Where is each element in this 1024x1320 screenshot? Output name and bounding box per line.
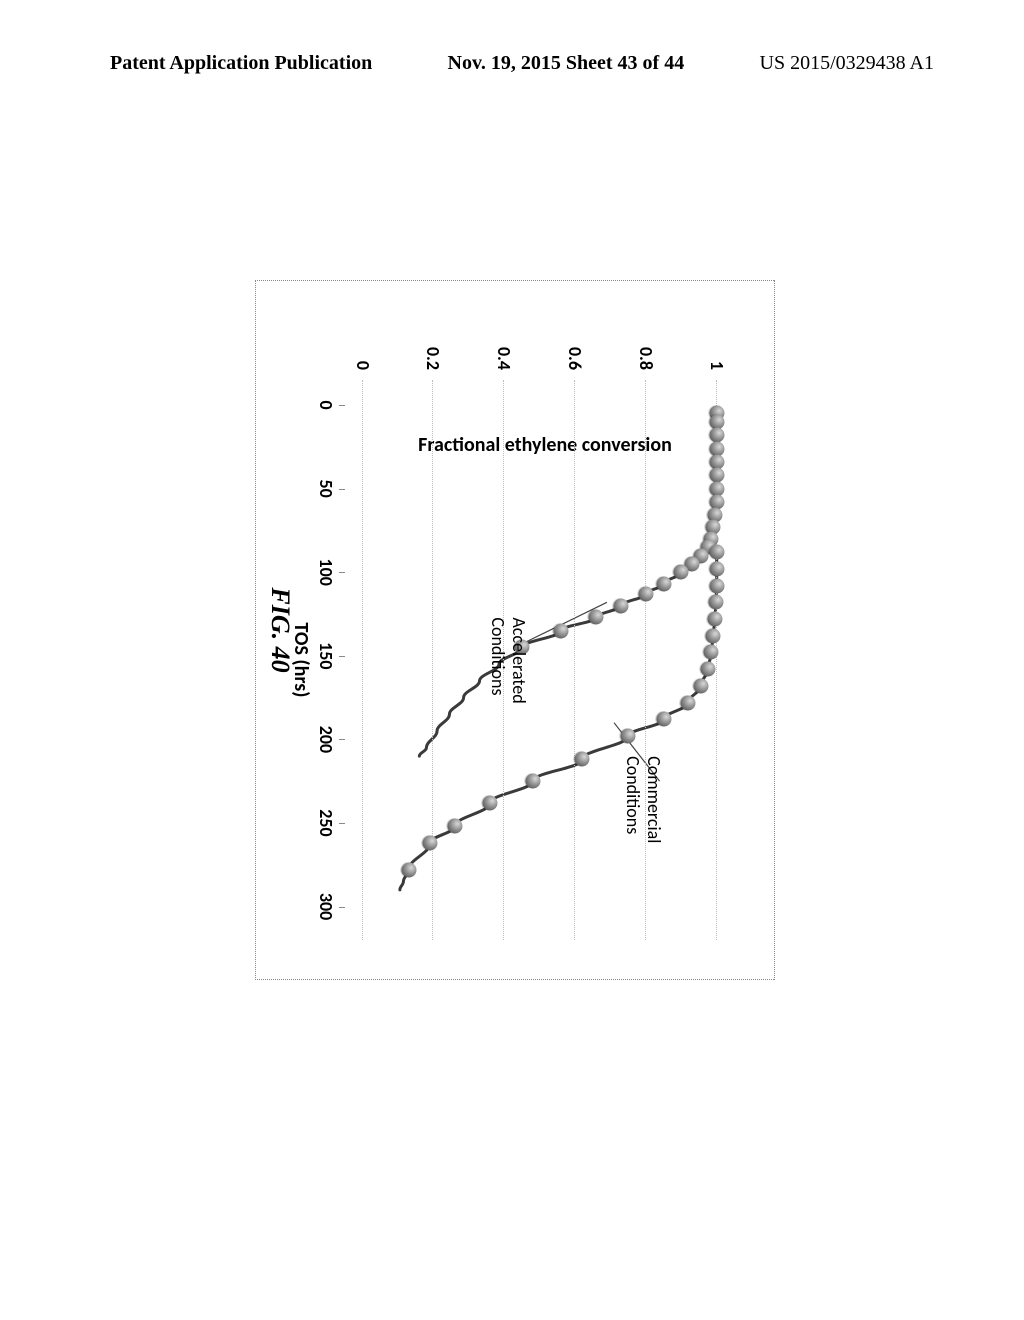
data-marker — [575, 752, 590, 767]
data-marker — [681, 695, 696, 710]
data-marker — [656, 712, 671, 727]
series-annotation: AcceleratedConditions — [488, 617, 529, 703]
y-tick-label: 0.6 — [564, 330, 586, 370]
data-marker — [621, 729, 636, 744]
data-marker — [589, 610, 604, 625]
data-marker — [674, 565, 689, 580]
data-marker — [401, 862, 416, 877]
header-mid: Nov. 19, 2015 Sheet 43 of 44 — [448, 52, 685, 75]
x-tick-label: 200 — [315, 714, 337, 764]
series-lines-svg — [345, 380, 745, 940]
data-marker — [447, 819, 462, 834]
header-right: US 2015/0329438 A1 — [760, 52, 934, 75]
gridline — [362, 380, 363, 940]
x-tick-label: 50 — [315, 464, 337, 514]
x-tick-mark — [339, 405, 345, 406]
data-marker — [638, 586, 653, 601]
x-tick-label: 0 — [315, 380, 337, 430]
x-tick-mark — [339, 739, 345, 740]
data-marker — [700, 662, 715, 677]
x-tick-label: 100 — [315, 547, 337, 597]
figure-caption: FIG. 40 — [265, 280, 295, 980]
y-tick-label: 0 — [352, 330, 374, 370]
data-marker — [422, 836, 437, 851]
data-marker — [656, 576, 671, 591]
series-annotation: CommercialConditions — [622, 756, 663, 843]
y-tick-label: 1 — [706, 330, 728, 370]
chart-plot-area: Fractional ethylene conversion TOS (hrs)… — [345, 380, 745, 940]
data-marker — [483, 795, 498, 810]
gridline — [433, 380, 434, 940]
data-marker — [704, 645, 719, 660]
x-tick-mark — [339, 572, 345, 573]
data-marker — [693, 678, 708, 693]
header-left: Patent Application Publication — [110, 52, 372, 75]
data-marker — [553, 623, 568, 638]
x-tick-label: 300 — [315, 882, 337, 932]
data-marker — [707, 612, 722, 627]
x-tick-mark — [339, 656, 345, 657]
data-marker — [709, 545, 724, 560]
x-tick-mark — [339, 907, 345, 908]
data-marker — [708, 595, 723, 610]
data-marker — [525, 774, 540, 789]
data-marker — [614, 598, 629, 613]
y-tick-label: 0.4 — [493, 330, 515, 370]
y-tick-label: 0.2 — [423, 330, 445, 370]
data-marker — [706, 628, 721, 643]
y-tick-label: 0.8 — [635, 330, 657, 370]
page-header: Patent Application Publication Nov. 19, … — [0, 52, 1024, 75]
x-tick-label: 250 — [315, 798, 337, 848]
gridline — [574, 380, 575, 940]
series-line — [419, 413, 716, 756]
x-tick-mark — [339, 823, 345, 824]
figure-40: Fractional ethylene conversion TOS (hrs)… — [180, 260, 850, 1000]
gridline — [645, 380, 646, 940]
x-tick-label: 150 — [315, 631, 337, 681]
x-tick-mark — [339, 489, 345, 490]
data-marker — [709, 561, 724, 576]
data-marker — [709, 578, 724, 593]
chart-rotated-container: Fractional ethylene conversion TOS (hrs)… — [255, 280, 775, 980]
